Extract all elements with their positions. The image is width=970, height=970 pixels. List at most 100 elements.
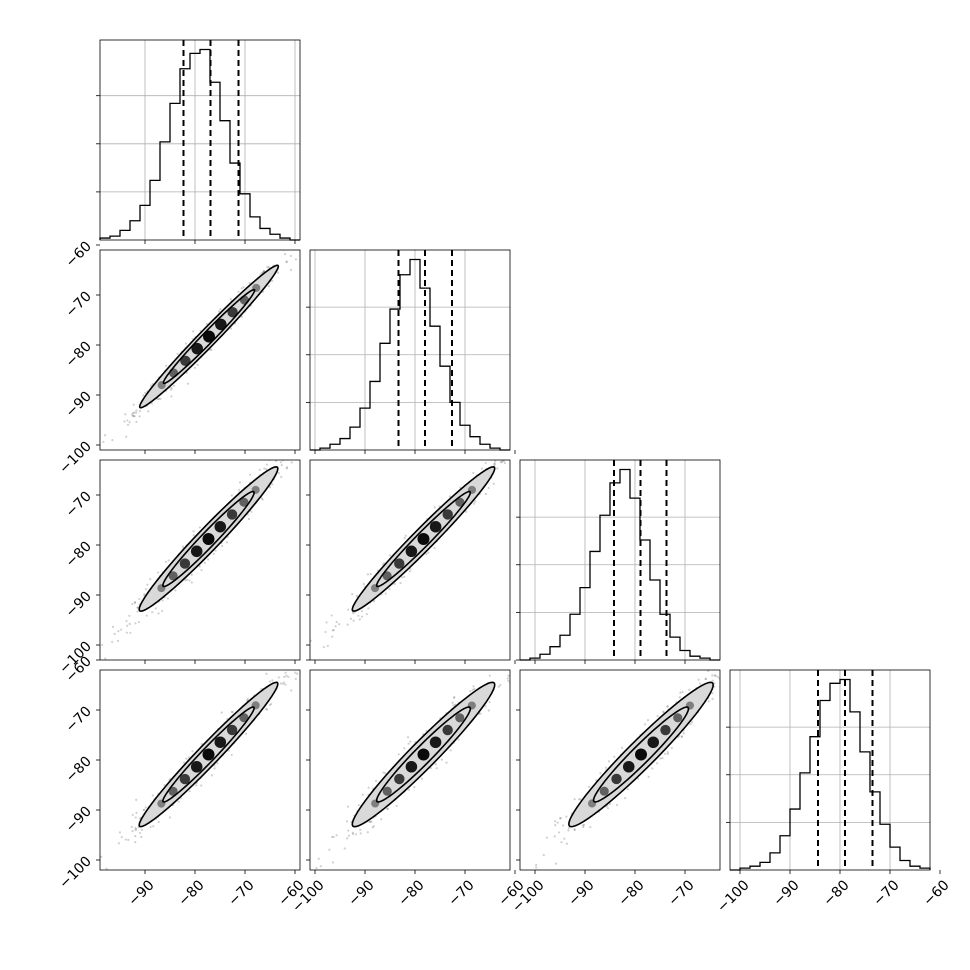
scatter-point <box>262 270 266 273</box>
x-tick-label: −70 <box>665 877 697 909</box>
pair-frame-3-0 <box>99 669 301 871</box>
scatter-point <box>140 835 143 839</box>
density-blob <box>203 330 215 343</box>
y-tick-label: −90 <box>63 589 95 621</box>
scatter-point <box>711 697 714 701</box>
scatter-point <box>166 597 170 600</box>
scatter-point <box>399 582 402 585</box>
scatter-point <box>131 413 134 416</box>
scatter-point <box>582 825 585 829</box>
scatter-point <box>185 757 188 760</box>
scatter-point <box>565 815 568 818</box>
scatter-point <box>738 654 740 656</box>
scatter-point <box>238 481 242 484</box>
scatter-point <box>359 832 362 835</box>
scatter-point <box>135 411 138 414</box>
scatter-point <box>664 752 667 756</box>
scatter-point <box>280 464 283 467</box>
density-blob <box>190 545 203 558</box>
scatter-point <box>608 802 612 806</box>
scatter-point <box>142 394 145 397</box>
scatter-point <box>152 825 155 828</box>
scatter-point <box>731 680 733 682</box>
x-tick-label: −90 <box>125 877 157 909</box>
scatter-point <box>519 665 521 667</box>
density-blob <box>252 283 261 292</box>
scatter-point <box>161 599 164 602</box>
scatter-point <box>246 697 249 701</box>
scatter-point <box>244 732 248 735</box>
scatter-point <box>659 757 662 760</box>
scatter-point <box>479 712 482 715</box>
scatter-point <box>434 763 437 766</box>
scatter-point <box>216 762 219 765</box>
x-tick-label: −70 <box>225 877 257 909</box>
density-blob <box>405 760 418 773</box>
scatter-point <box>131 412 135 415</box>
scatter-point <box>331 629 334 632</box>
x-tick-label: −90 <box>565 877 597 909</box>
scatter-point <box>301 660 303 662</box>
scatter-point <box>134 622 137 625</box>
density-blob <box>417 533 430 545</box>
y-tick-label: −70 <box>63 289 95 321</box>
scatter-point <box>170 388 173 391</box>
scatter-point <box>296 672 299 675</box>
scatter-point <box>134 826 137 830</box>
scatter-point <box>111 640 114 643</box>
scatter-point <box>613 755 616 758</box>
pair-frame-3-1 <box>309 669 511 871</box>
scatter-point <box>409 740 412 743</box>
scatter-point <box>401 576 404 579</box>
density-blob <box>157 381 166 390</box>
contour-inner <box>162 490 255 588</box>
scatter-point <box>134 835 137 838</box>
scatter-point <box>573 828 576 831</box>
density-blob <box>611 773 622 785</box>
scatter-point <box>230 494 233 497</box>
scatter-point <box>212 552 215 555</box>
scatter-point <box>240 287 243 290</box>
scatter-point <box>484 705 487 708</box>
scatter-point <box>195 784 198 787</box>
scatter-point <box>507 455 509 457</box>
scatter-point <box>451 701 454 704</box>
scatter-point <box>656 762 659 765</box>
hist-frame-2 <box>519 459 721 661</box>
density-blob <box>168 786 178 796</box>
density-blob <box>214 520 227 533</box>
scatter-point <box>287 451 289 453</box>
scatter-point <box>290 461 293 464</box>
scatter-point <box>369 820 372 823</box>
scatter-point <box>303 431 305 433</box>
scatter-point <box>545 836 548 839</box>
pair-content-2-0 <box>100 431 305 660</box>
scatter-point <box>362 582 365 586</box>
density-blob <box>442 509 453 520</box>
scatter-point <box>138 817 141 820</box>
scatter-point <box>573 798 576 801</box>
density-blob <box>394 558 405 569</box>
scatter-point <box>133 600 137 604</box>
scatter-point <box>298 666 300 668</box>
density-blob <box>239 295 250 305</box>
density-blob <box>168 571 178 581</box>
scatter-point <box>647 775 650 778</box>
scatter-point <box>512 441 514 443</box>
scatter-point <box>277 676 280 679</box>
density-blob <box>227 307 238 318</box>
scatter-point <box>656 714 659 718</box>
scatter-point <box>366 831 369 834</box>
scatter-point <box>207 558 210 561</box>
scatter-point <box>219 307 222 311</box>
scatter-point <box>131 830 134 833</box>
scatter-point <box>351 593 354 596</box>
scatter-point <box>506 677 509 680</box>
scatter-point <box>217 310 221 313</box>
scatter-point <box>268 703 271 707</box>
scatter-point <box>325 621 328 624</box>
scatter-point <box>338 622 341 626</box>
scatter-point <box>620 746 624 749</box>
scatter-point <box>511 646 513 648</box>
hist-panel-0 <box>96 39 301 241</box>
